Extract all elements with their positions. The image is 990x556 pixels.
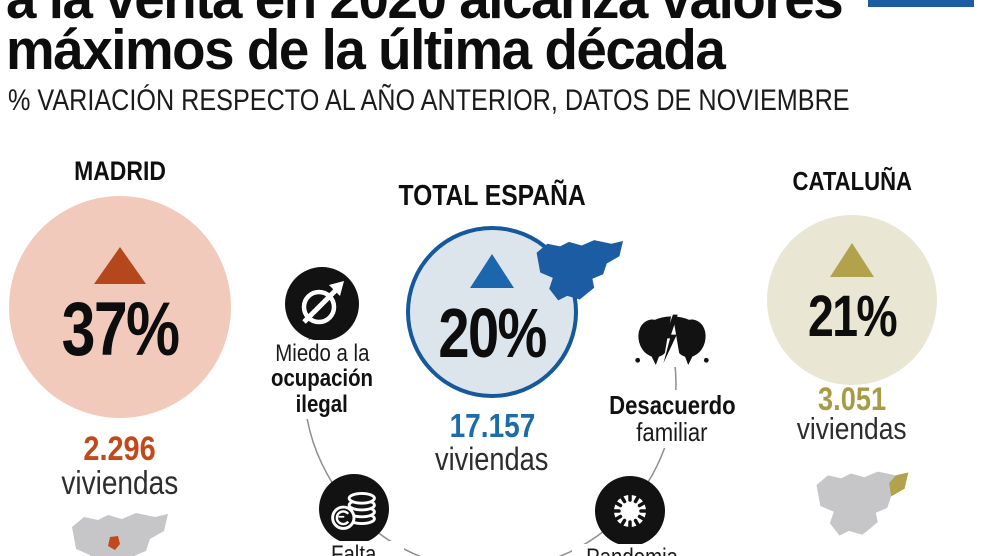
espana-label: TOTAL ESPAÑA: [398, 180, 587, 212]
reason-savings-line1: Falta: [304, 541, 404, 556]
page-title: a la venta en 2020 alcanza valores máxim…: [6, 0, 844, 82]
espana-homes-value: 17.157: [402, 409, 582, 442]
madrid-homes-value: 2.296: [83, 430, 157, 468]
reason-pandemic-line1: Pandemia: [572, 544, 692, 556]
prohibited-trend-icon: [285, 267, 359, 341]
coins-icon: [319, 474, 389, 544]
subtitle: % VARIACIÓN RESPECTO AL AÑO ANTERIOR, DA…: [8, 84, 850, 117]
title-line-2: máximos de la última década: [6, 18, 726, 82]
cataluna-spain-map: [816, 471, 909, 536]
espana-change-value: 20%: [438, 294, 547, 372]
reason-family-line2: familiar: [592, 417, 752, 448]
cataluna-homes-value: 3.051: [817, 381, 887, 417]
brand-accent-bar: [868, 0, 974, 7]
reason-occupation-line1: Miedo a la: [242, 340, 402, 368]
title-line-1: a la venta en 2020 alcanza valores: [6, 0, 844, 28]
cataluna-up-triangle-icon: [830, 243, 874, 277]
cataluna-change-value: 21%: [807, 284, 898, 349]
reason-occupation-line3: ilegal: [242, 391, 402, 419]
madrid-spain-map: [72, 513, 168, 556]
espana-homes-unit: viviendas: [402, 443, 582, 475]
cataluna-homes-unit: viviendas: [797, 411, 907, 446]
family-disagreement-icon: [635, 310, 709, 367]
reason-family-line1: Desacuerdo: [592, 390, 752, 421]
madrid-bubble: [9, 196, 231, 418]
madrid-change-value: 37%: [61, 287, 181, 372]
cataluna-region-highlight: [889, 472, 909, 497]
espana-blue-map: [536, 240, 623, 301]
reason-occupation-line2: ocupación: [242, 365, 402, 393]
cataluna-label: CATALUÑA: [792, 166, 913, 196]
madrid-region-highlight: [108, 536, 120, 550]
madrid-homes-unit: viviendas: [61, 464, 179, 501]
madrid-up-triangle-icon: [94, 247, 146, 284]
madrid-label: MADRID: [74, 156, 166, 186]
espana-up-triangle-icon: [470, 254, 514, 288]
virus-icon: [595, 476, 665, 546]
